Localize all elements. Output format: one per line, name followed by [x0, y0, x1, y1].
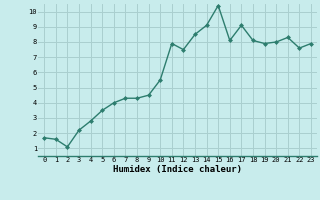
X-axis label: Humidex (Indice chaleur): Humidex (Indice chaleur) [113, 165, 242, 174]
